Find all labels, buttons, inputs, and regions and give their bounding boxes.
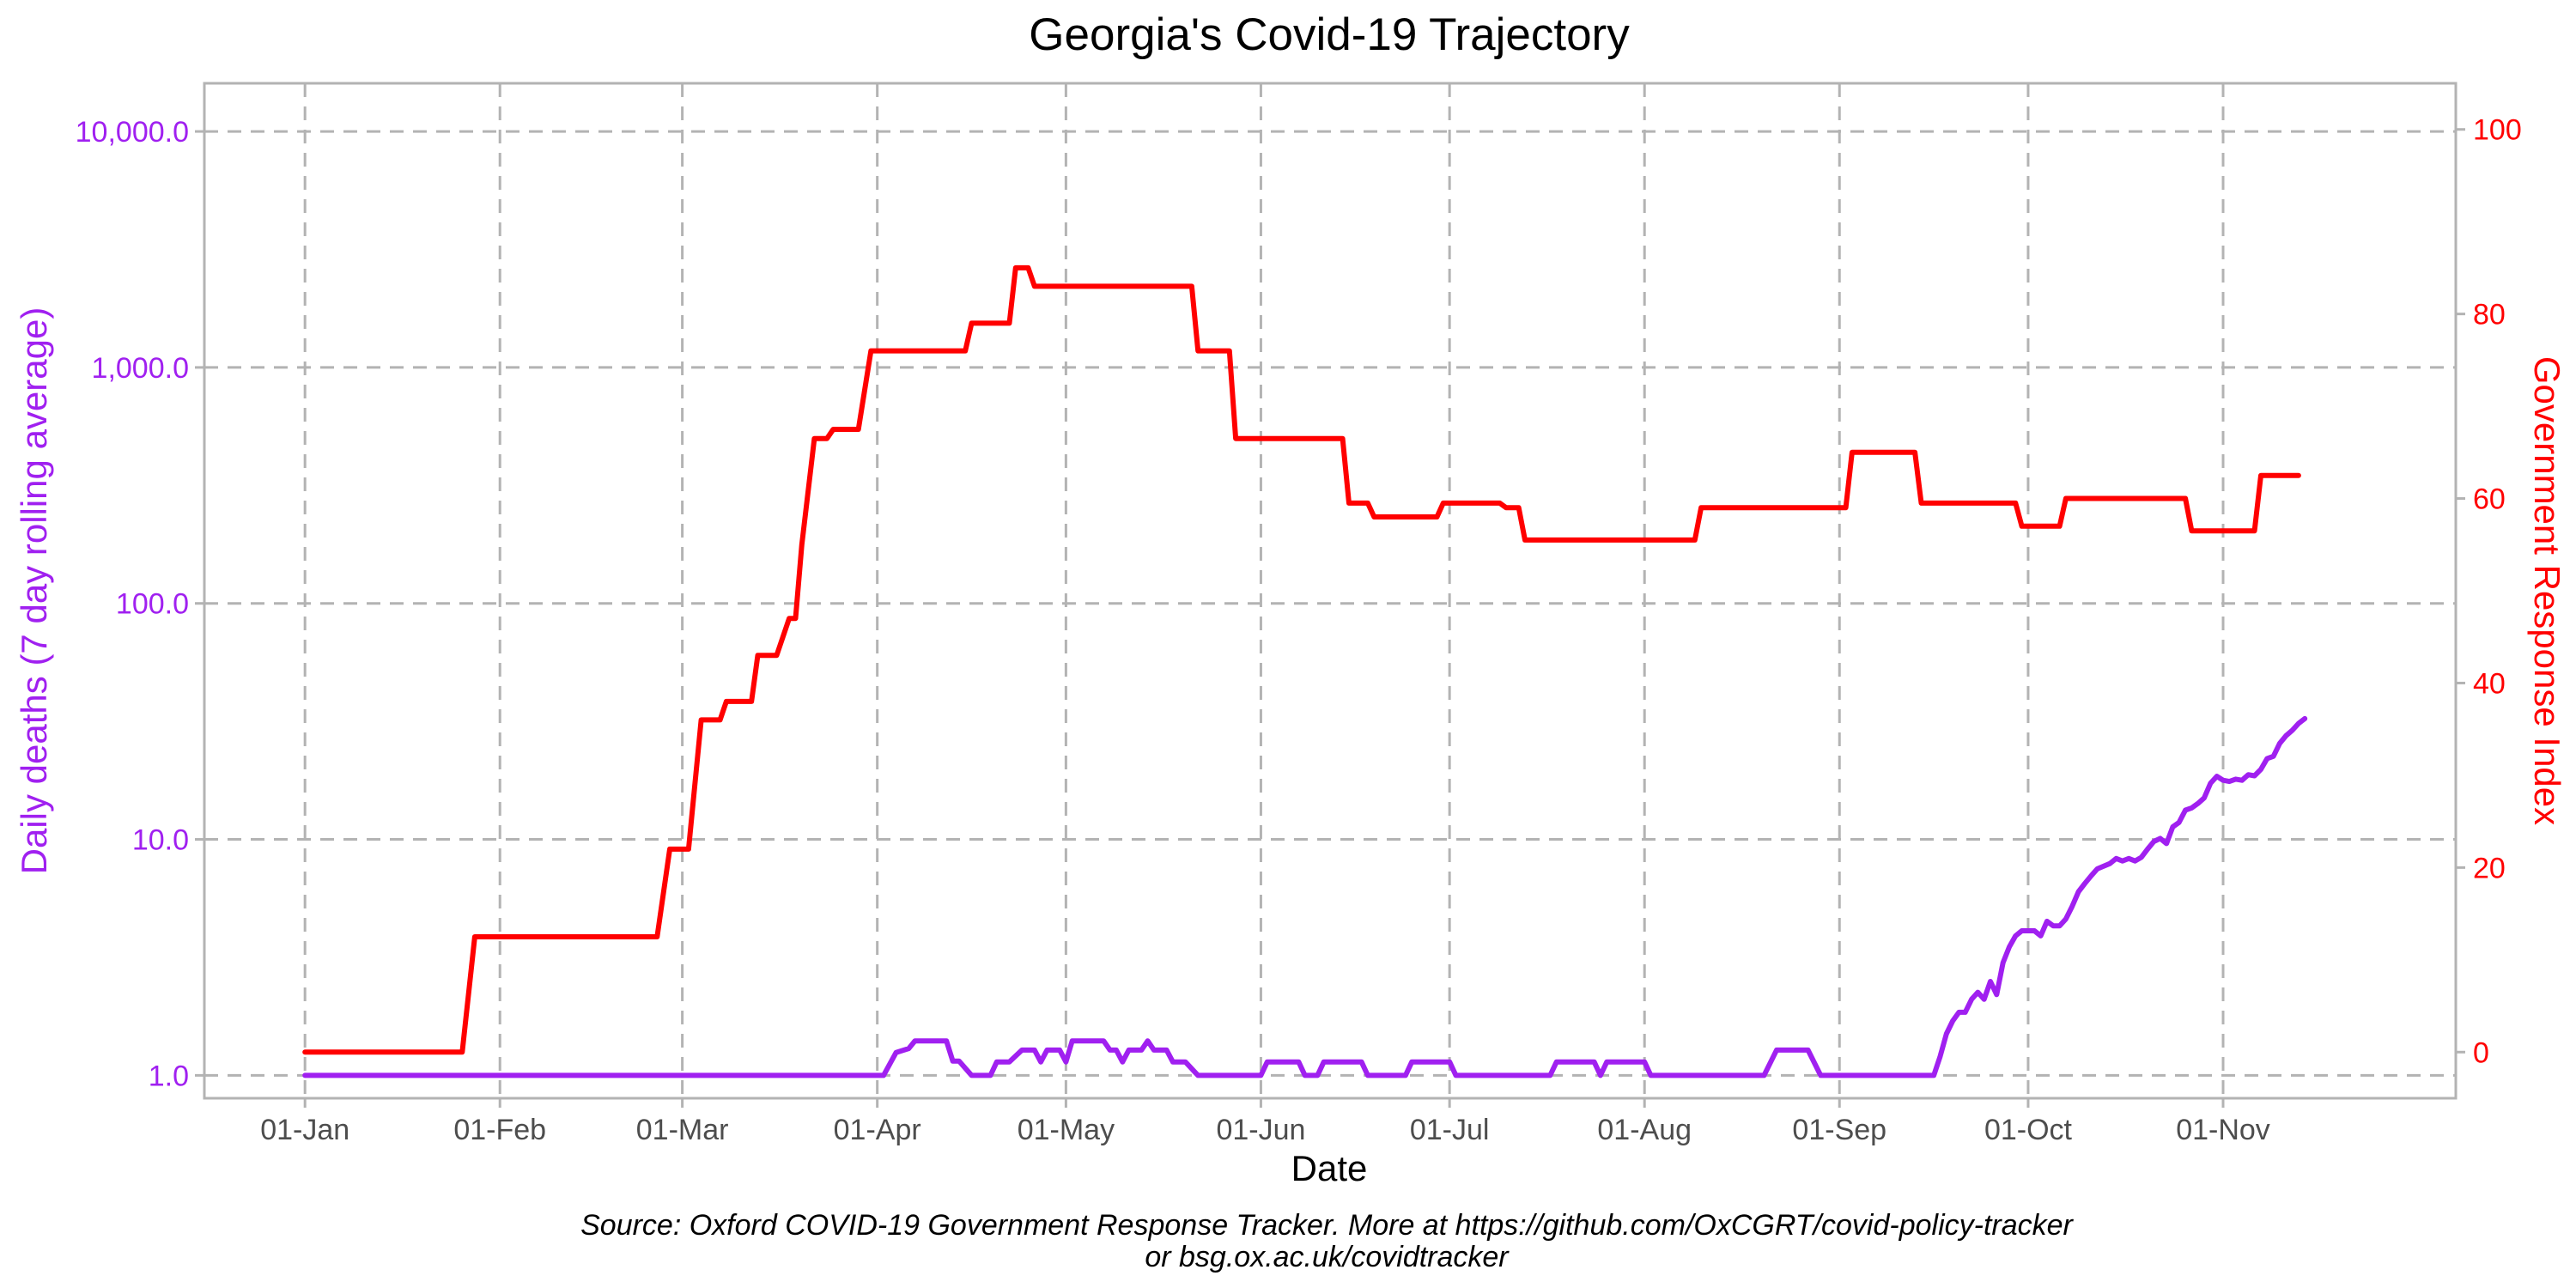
axis-ticks: 01-Jan 01-Feb 01-Mar 01-Apr 01-May 01-Jun 01-J… xyxy=(76,114,2522,1146)
y-left-tick-label: 1.0 xyxy=(149,1060,189,1092)
x-tick-label: 01-Apr xyxy=(834,1114,921,1146)
y-right-tick-label: 40 xyxy=(2473,667,2506,700)
plot-frame xyxy=(203,82,2458,1100)
series-line-daily-deaths xyxy=(302,715,2308,1078)
source-caption-line1: Source: Oxford COVID-19 Government Respo… xyxy=(580,1209,2074,1242)
grid-lines xyxy=(204,83,2456,1098)
x-tick-label: 01-May xyxy=(1018,1114,1115,1146)
source-caption-line2: or bsg.ox.ac.uk/covidtracker xyxy=(1145,1241,1510,1273)
y-left-tick-label: 1,000.0 xyxy=(92,352,189,385)
series-lines xyxy=(302,264,2308,1078)
x-axis-label: Date xyxy=(1291,1148,1368,1188)
x-tick-label: 01-Oct xyxy=(1984,1114,2073,1146)
x-tick-label: 01-Sep xyxy=(1792,1114,1886,1146)
x-tick-label: 01-Feb xyxy=(453,1114,546,1146)
x-tick-label: 01-Mar xyxy=(636,1114,729,1146)
y-right-tick-label: 100 xyxy=(2473,114,2522,147)
y-right-tick-label: 60 xyxy=(2473,483,2506,516)
y-right-tick-label: 80 xyxy=(2473,299,2506,331)
x-tick-label: 01-Jun xyxy=(1216,1114,1305,1146)
x-tick-label: 01-Aug xyxy=(1597,1114,1692,1146)
y-right-tick-label: 0 xyxy=(2473,1036,2489,1069)
y-left-tick-label: 100.0 xyxy=(116,588,189,621)
y-axis-left-label: Daily deaths (7 day rolling average) xyxy=(14,307,54,875)
y-axis-right-label: Government Response Index xyxy=(2527,356,2567,825)
chart-title: Georgia's Covid-19 Trajectory xyxy=(1029,9,1630,60)
x-tick-label: 01-Nov xyxy=(2176,1114,2270,1146)
y-left-tick-label: 10,000.0 xyxy=(76,116,189,149)
series-line-response-index xyxy=(302,264,2301,1055)
y-left-tick-label: 10.0 xyxy=(132,824,189,857)
y-right-tick-label: 20 xyxy=(2473,852,2506,884)
x-tick-label: 01-Jul xyxy=(1410,1114,1490,1146)
x-tick-label: 01-Jan xyxy=(260,1114,349,1146)
